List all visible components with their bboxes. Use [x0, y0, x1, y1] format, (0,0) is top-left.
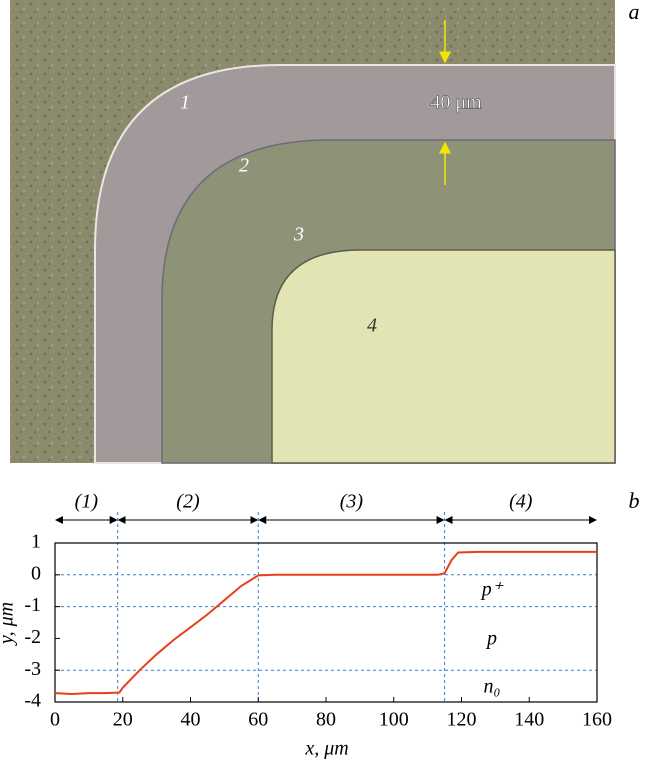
profile-line	[54, 550, 597, 696]
x-tick-label: 80	[316, 709, 336, 731]
x-tick-label: 20	[113, 709, 133, 731]
y-axis-label: y, μm	[0, 602, 18, 646]
region-label: (4)	[509, 491, 533, 513]
scale-label: 40 μm	[430, 92, 482, 114]
x-tick-label: 40	[181, 709, 201, 731]
region-label: 4	[367, 315, 377, 337]
region-label: (3)	[340, 491, 364, 513]
region-label: (2)	[176, 491, 200, 513]
x-tick-label: 140	[514, 709, 544, 731]
layer-label: n₀	[484, 676, 501, 698]
y-tick-label: -3	[24, 658, 41, 680]
y-tick-label: -2	[24, 626, 41, 648]
y-tick-label: -1	[24, 594, 41, 616]
x-tick-label: 160	[582, 709, 612, 731]
panel-label: a	[629, 0, 640, 24]
layer-label: p	[485, 628, 497, 650]
panel-label: b	[629, 488, 640, 513]
layer-label: p⁺	[480, 579, 504, 601]
x-axis-label: x, μm	[304, 738, 348, 760]
x-tick-label: 0	[50, 709, 60, 731]
region-label: 3	[293, 224, 304, 246]
x-tick-label: 120	[447, 709, 477, 731]
region-label: 2	[239, 155, 249, 177]
y-tick-label: 1	[31, 531, 41, 553]
region-label: 1	[180, 92, 190, 114]
region-label: (1)	[75, 491, 99, 513]
x-tick-label: 60	[248, 709, 268, 731]
plot-frame	[54, 542, 598, 703]
micrograph: 1 2 3 4 40 μm	[10, 0, 616, 464]
region-band	[271, 249, 616, 464]
y-tick-label: -4	[24, 690, 41, 712]
y-tick-label: 0	[31, 562, 41, 584]
x-tick-label: 100	[379, 709, 409, 731]
